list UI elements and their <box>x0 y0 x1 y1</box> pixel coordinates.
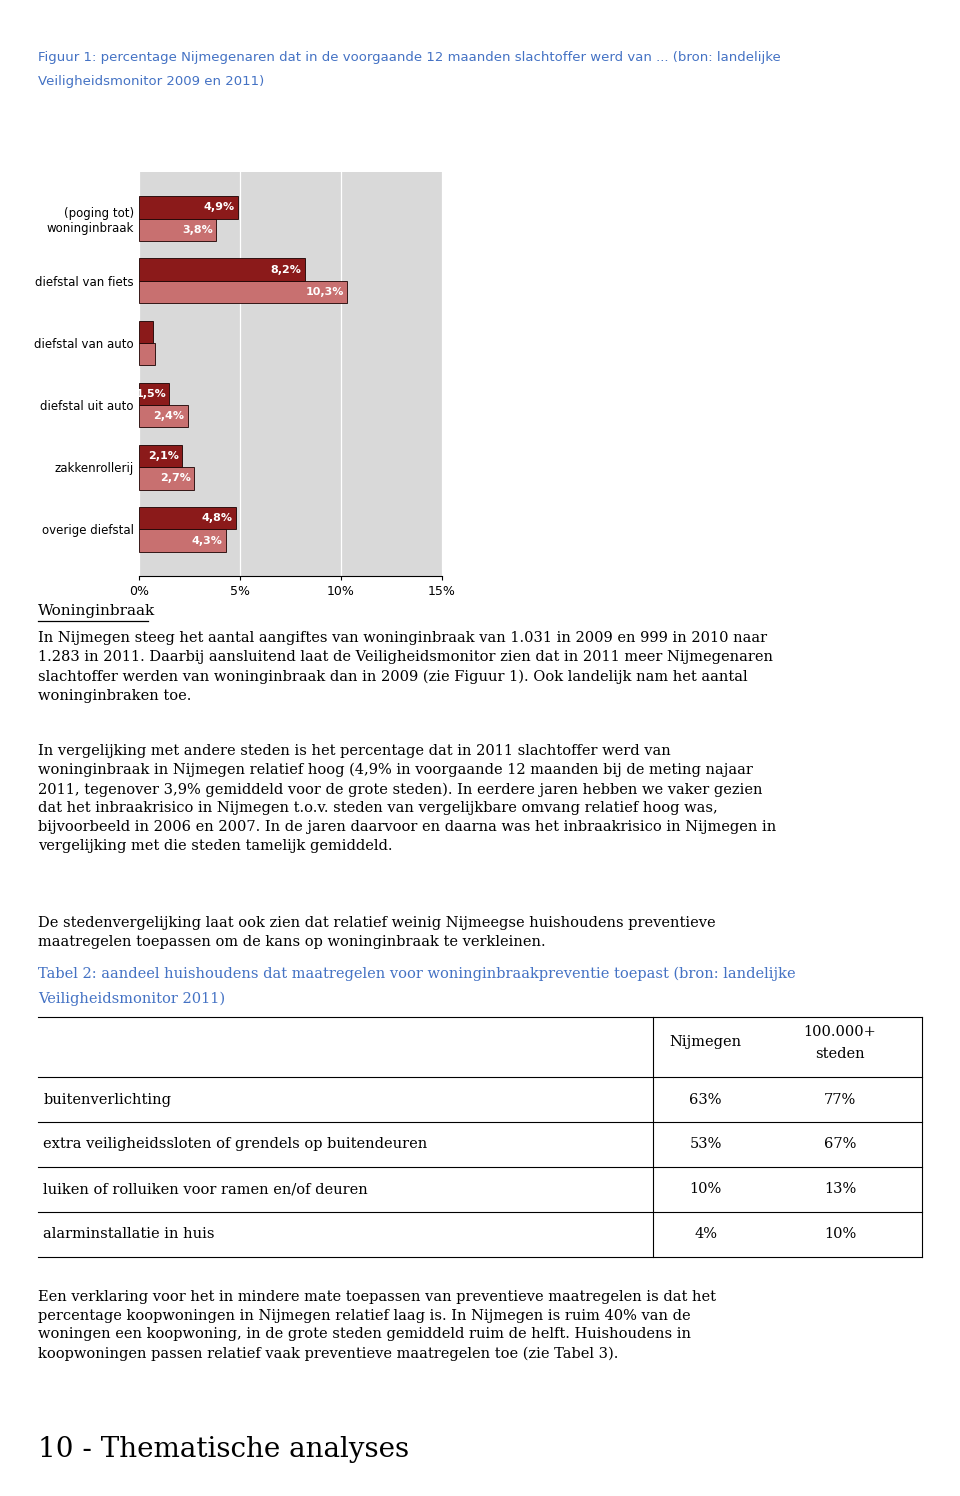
Bar <box>139 530 226 552</box>
Bar <box>139 467 194 489</box>
Text: 13%: 13% <box>824 1182 856 1197</box>
Text: 1,5%: 1,5% <box>135 389 166 399</box>
Text: 100.000+: 100.000+ <box>804 1025 876 1038</box>
Bar <box>139 343 156 365</box>
Text: Figuur 1: percentage Nijmegenaren dat in de voorgaande 12 maanden slachtoffer we: Figuur 1: percentage Nijmegenaren dat in… <box>38 51 781 64</box>
Text: alarminstallatie in huis: alarminstallatie in huis <box>43 1227 215 1242</box>
Text: 10 - Thematische analyses: 10 - Thematische analyses <box>38 1436 410 1463</box>
Bar <box>139 320 154 343</box>
Bar <box>139 507 236 530</box>
Bar <box>139 259 304 281</box>
Text: luiken of rolluiken voor ramen en/of deuren: luiken of rolluiken voor ramen en/of deu… <box>43 1182 368 1197</box>
Text: 3,8%: 3,8% <box>182 224 213 235</box>
Text: 10%: 10% <box>824 1227 856 1242</box>
Text: 8,2%: 8,2% <box>271 265 301 275</box>
Text: steden: steden <box>815 1047 865 1061</box>
Bar <box>139 383 169 405</box>
Text: extra veiligheidssloten of grendels op buitendeuren: extra veiligheidssloten of grendels op b… <box>43 1137 427 1152</box>
Text: De stedenvergelijking laat ook zien dat relatief weinig Nijmeegse huishoudens pr: De stedenvergelijking laat ook zien dat … <box>38 916 716 948</box>
Bar <box>139 444 181 467</box>
Text: 10%: 10% <box>689 1182 722 1197</box>
Text: 2,1%: 2,1% <box>148 450 179 461</box>
Text: 77%: 77% <box>824 1092 856 1107</box>
Text: 4,8%: 4,8% <box>202 513 233 524</box>
Text: 67%: 67% <box>824 1137 856 1152</box>
Text: 4,9%: 4,9% <box>204 202 235 212</box>
Text: Veiligheidsmonitor 2009 en 2011): Veiligheidsmonitor 2009 en 2011) <box>38 75 265 88</box>
Text: 63%: 63% <box>689 1092 722 1107</box>
Text: Woninginbraak: Woninginbraak <box>38 604 156 618</box>
Text: 10,3%: 10,3% <box>305 287 344 298</box>
Bar <box>139 281 347 304</box>
Text: In vergelijking met andere steden is het percentage dat in 2011 slachtoffer werd: In vergelijking met andere steden is het… <box>38 744 777 853</box>
Text: buitenverlichting: buitenverlichting <box>43 1092 171 1107</box>
Text: Een verklaring voor het in mindere mate toepassen van preventieve maatregelen is: Een verklaring voor het in mindere mate … <box>38 1290 716 1361</box>
Text: 4%: 4% <box>694 1227 717 1242</box>
Text: Nijmegen: Nijmegen <box>669 1035 742 1049</box>
Text: 2,4%: 2,4% <box>154 411 184 422</box>
Text: In Nijmegen steeg het aantal aangiftes van woninginbraak van 1.031 in 2009 en 99: In Nijmegen steeg het aantal aangiftes v… <box>38 631 774 703</box>
Bar <box>139 196 238 218</box>
Text: Tabel 2: aandeel huishoudens dat maatregelen voor woninginbraakpreventie toepast: Tabel 2: aandeel huishoudens dat maatreg… <box>38 966 796 981</box>
Text: 2,7%: 2,7% <box>159 473 191 483</box>
Bar <box>139 405 187 428</box>
Bar <box>139 218 216 241</box>
Text: Veiligheidsmonitor 2011): Veiligheidsmonitor 2011) <box>38 992 226 1007</box>
Text: 53%: 53% <box>689 1137 722 1152</box>
Text: 4,3%: 4,3% <box>192 536 223 546</box>
